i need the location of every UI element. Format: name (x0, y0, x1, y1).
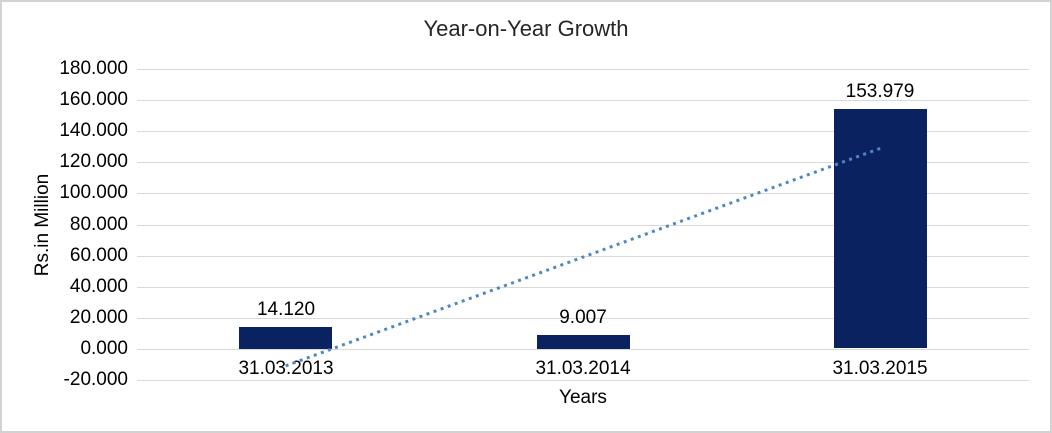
gridline (137, 69, 1029, 70)
gridline (137, 100, 1029, 101)
trendline[interactable] (285, 146, 881, 368)
x-axis-title: Years (559, 387, 607, 408)
x-tick-label: 31.03.2013 (238, 358, 334, 379)
x-tick-label: 31.03.2015 (832, 358, 928, 379)
chart-title: Year-on-Year Growth (423, 16, 629, 41)
bar-data-label: 153.979 (845, 81, 915, 102)
y-tick-label: 20.000 (69, 307, 128, 328)
bar-data-label: 14.120 (256, 299, 316, 320)
y-tick-label: -20.000 (63, 369, 128, 390)
y-tick-label: 60.000 (69, 245, 128, 266)
y-tick-label: 120.000 (59, 151, 128, 172)
y-tick-label: 180.000 (59, 58, 128, 79)
y-tick-label: 140.000 (59, 120, 128, 141)
bar-31.03.2013[interactable] (239, 327, 332, 349)
gridline (137, 380, 1029, 381)
y-tick-label: 100.000 (59, 182, 128, 203)
gridline (137, 349, 1029, 350)
y-tick-label: 40.000 (69, 276, 128, 297)
y-tick-label: 160.000 (59, 89, 128, 110)
x-tick-label: 31.03.2014 (535, 358, 631, 379)
bar-data-label: 9.007 (559, 307, 607, 328)
y-tick-label: 80.000 (69, 214, 128, 235)
y-tick-label: 0.000 (80, 338, 128, 359)
bar-31.03.2015[interactable] (834, 109, 927, 348)
gridline (137, 131, 1029, 132)
bar-31.03.2014[interactable] (537, 335, 630, 349)
